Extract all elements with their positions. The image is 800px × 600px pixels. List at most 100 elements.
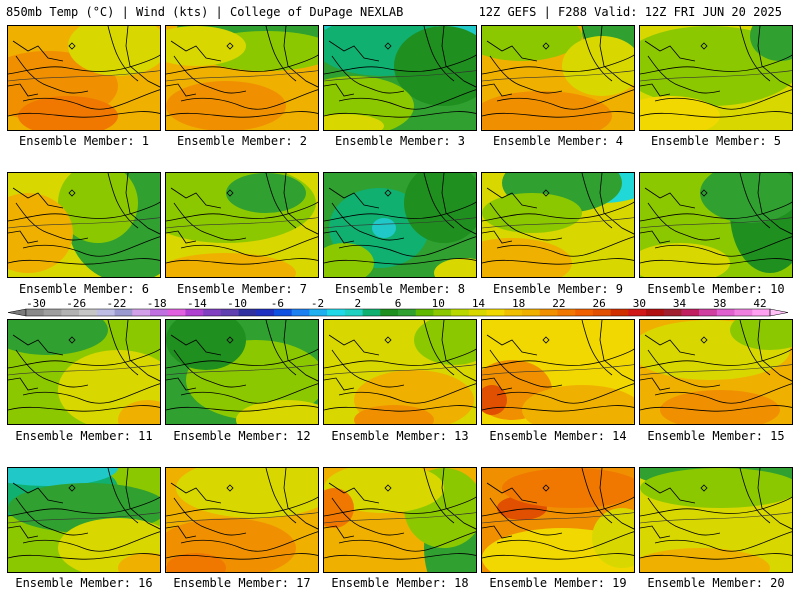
colorbar-tick-label: -6 xyxy=(271,298,284,310)
ensemble-member-label: Ensemble Member: 2 xyxy=(176,134,308,148)
colorbar-tick-label: -18 xyxy=(147,298,167,310)
colorbar-tick-label: 38 xyxy=(713,298,726,310)
temperature-field xyxy=(8,173,160,277)
colorbar-swatch xyxy=(79,309,98,316)
ensemble-member-map xyxy=(7,172,161,278)
ensemble-member-map xyxy=(165,467,319,573)
ensemble-member-label: Ensemble Member: 10 xyxy=(647,282,785,296)
colorbar-swatch xyxy=(734,309,753,316)
colorbar-tick-label: -10 xyxy=(227,298,247,310)
colorbar-swatch xyxy=(150,309,169,316)
colorbar-swatch xyxy=(504,309,523,316)
ensemble-member-map xyxy=(481,172,635,278)
ensemble-member-map xyxy=(639,25,793,131)
colorbar-swatch xyxy=(610,309,629,316)
colorbar-swatch xyxy=(61,309,80,316)
ensemble-member-label: Ensemble Member: 8 xyxy=(334,282,466,296)
colorbar-swatch xyxy=(309,309,328,316)
colorbar-swatch xyxy=(238,309,257,316)
colorbar-swatch xyxy=(415,309,434,316)
colorbar-swatch xyxy=(433,309,452,316)
ensemble-member-label: Ensemble Member: 5 xyxy=(650,134,782,148)
map-title: 850mb Temp (°C) | Wind (kts) | College o… xyxy=(6,5,404,19)
colorbar-swatch xyxy=(646,309,665,316)
model-run-valid-time: 12Z GEFS | F288 Valid: 12Z FRI JUN 20 20… xyxy=(478,5,782,19)
colorbar-swatch xyxy=(557,309,576,316)
colorbar-tick-label: -14 xyxy=(187,298,207,310)
colorbar-tick-label: 34 xyxy=(673,298,687,310)
colorbar-swatch xyxy=(43,309,62,316)
ensemble-member-label: Ensemble Member: 1 xyxy=(18,134,150,148)
ensemble-member-label: Ensemble Member: 9 xyxy=(492,282,624,296)
ensemble-member-label: Ensemble Member: 12 xyxy=(173,429,311,443)
colorbar-swatch xyxy=(663,309,682,316)
ensemble-member-map xyxy=(481,25,635,131)
ensemble-member-label: Ensemble Member: 3 xyxy=(334,134,466,148)
temperature-field xyxy=(166,320,318,424)
colorbar-tick-label: 42 xyxy=(753,298,766,310)
temperature-field xyxy=(482,26,634,130)
colorbar-swatch xyxy=(522,309,541,316)
colorbar-swatch xyxy=(96,309,115,316)
ensemble-member-label: Ensemble Member: 14 xyxy=(489,429,627,443)
colorbar-tick-label: 18 xyxy=(512,298,525,310)
colorbar-swatch xyxy=(380,309,399,316)
colorbar-swatch xyxy=(468,309,487,316)
colorbar-tick-label: -26 xyxy=(66,298,86,310)
temperature-field xyxy=(166,26,318,130)
ensemble-member-map xyxy=(165,25,319,131)
colorbar-swatch xyxy=(185,309,204,316)
colorbar-swatch xyxy=(344,309,363,316)
colorbar-swatch xyxy=(220,309,239,316)
colorbar-swatch xyxy=(699,309,718,316)
temperature-field xyxy=(324,26,476,130)
ensemble-member-map xyxy=(165,172,319,278)
colorbar-swatch xyxy=(575,309,594,316)
ensemble-member-map xyxy=(165,319,319,425)
temperature-field xyxy=(482,173,634,277)
colorbar-min-arrow xyxy=(8,308,27,317)
colorbar-tick-label: 2 xyxy=(354,298,361,310)
ensemble-member-label: Ensemble Member: 15 xyxy=(647,429,785,443)
ensemble-member-map xyxy=(481,467,635,573)
colorbar-swatch xyxy=(628,309,647,316)
colorbar-swatch xyxy=(274,309,293,316)
colorbar-swatch xyxy=(752,309,771,316)
ensemble-member-map xyxy=(639,172,793,278)
ensemble-member-map xyxy=(7,25,161,131)
ensemble-member-label: Ensemble Member: 16 xyxy=(15,576,153,590)
ensemble-member-label: Ensemble Member: 4 xyxy=(492,134,624,148)
colorbar-swatch xyxy=(291,309,310,316)
colorbar-swatch xyxy=(114,309,133,316)
temperature-field xyxy=(8,26,160,130)
ensemble-member-map xyxy=(323,319,477,425)
temperature-field xyxy=(640,173,792,277)
ensemble-member-label: Ensemble Member: 18 xyxy=(331,576,469,590)
temperature-colorbar: -30 -26 -22 -18 -14 -10 -6 -2 2 6 10 14 18 22 26 30 34 38… xyxy=(8,298,788,317)
colorbar-swatch xyxy=(539,309,558,316)
colorbar-tick-label: -30 xyxy=(26,298,46,310)
colorbar-swatch xyxy=(451,309,470,316)
colorbar-swatch xyxy=(167,309,186,316)
ensemble-member-label: Ensemble Member: 20 xyxy=(647,576,785,590)
ensemble-member-label: Ensemble Member: 7 xyxy=(176,282,308,296)
colorbar-swatch xyxy=(681,309,700,316)
colorbar-swatch xyxy=(256,309,275,316)
ensemble-member-map xyxy=(639,319,793,425)
colorbar-tick-label: 10 xyxy=(432,298,445,310)
colorbar-tick-label: 30 xyxy=(633,298,646,310)
colorbar-swatch xyxy=(132,309,151,316)
colorbar-swatch xyxy=(592,309,611,316)
colorbar-swatch xyxy=(486,309,505,316)
temperature-field xyxy=(166,173,318,277)
ensemble-member-label: Ensemble Member: 17 xyxy=(173,576,311,590)
temperature-field xyxy=(640,320,792,424)
ensemble-member-map xyxy=(323,172,477,278)
ensemble-member-map xyxy=(323,25,477,131)
temperature-field xyxy=(482,468,634,572)
temperature-field xyxy=(8,320,160,424)
temperature-field xyxy=(324,173,476,277)
colorbar-swatch xyxy=(203,309,222,316)
colorbar-swatch xyxy=(362,309,381,316)
ensemble-member-map xyxy=(639,467,793,573)
